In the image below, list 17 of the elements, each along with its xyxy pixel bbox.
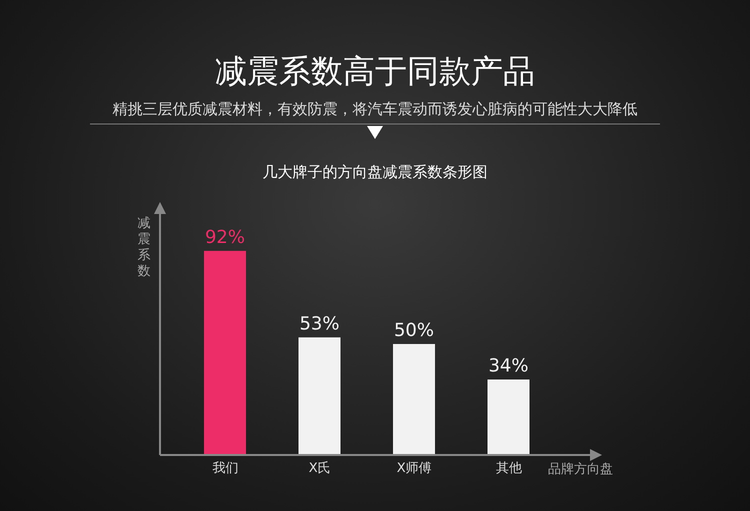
data-label: 50% <box>394 320 434 342</box>
bar <box>204 250 246 455</box>
bar <box>393 344 435 455</box>
x-tick-label: X师傅 <box>396 461 432 476</box>
chart-title: 减震系数高于同款产品 <box>214 51 536 92</box>
x-axis-title: 品牌方向盘 <box>548 461 613 478</box>
x-tick-label: 我们 <box>212 461 238 476</box>
y-axis-title: 减震系数 <box>136 216 152 280</box>
x-tick-label: 其他 <box>496 461 522 476</box>
bar <box>298 337 340 455</box>
text: 几大牌子的方向盘减震系数条形图 <box>262 163 488 182</box>
data-label: 92% <box>204 226 246 248</box>
data-label: 34% <box>488 356 529 377</box>
data-label: 53% <box>299 313 340 334</box>
x-tick-label: X氏 <box>308 461 331 476</box>
chart-subtitle: 精挑三层优质减震材料，有效防震，将汽车震动而诱发心脏病的可能性大大降低 <box>112 100 638 119</box>
bar <box>488 380 530 455</box>
